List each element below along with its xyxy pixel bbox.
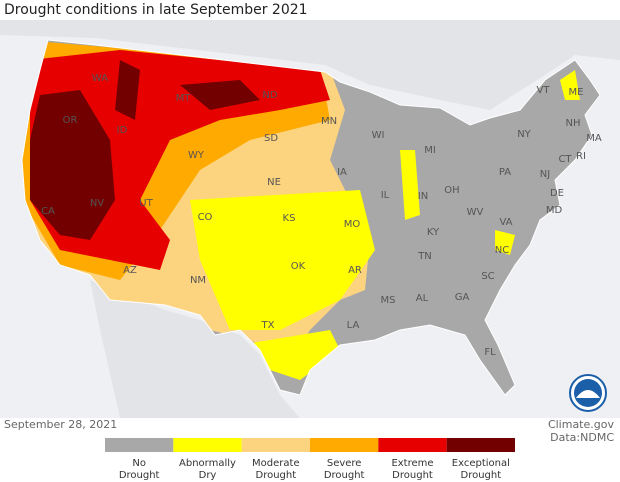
exceptional-area (30, 60, 260, 240)
legend-label: Severe (327, 458, 362, 469)
state-label: MT (176, 93, 192, 104)
legend-label: No (132, 458, 146, 469)
state-label: MA (586, 133, 602, 144)
legend-label: Drought (392, 470, 433, 481)
state-label: ME (569, 87, 584, 98)
state-label: AZ (123, 265, 137, 276)
state-label: MO (344, 219, 361, 230)
state-label: WY (188, 150, 205, 161)
state-label: NH (566, 118, 581, 129)
state-label: IN (418, 191, 428, 202)
state-label: UT (139, 198, 153, 209)
state-label: NM (190, 275, 206, 286)
legend-swatch (378, 438, 447, 452)
legend-label: Drought (256, 470, 297, 481)
legend-label: Drought (461, 470, 502, 481)
state-label: MI (424, 145, 436, 156)
state-label: MD (546, 205, 563, 216)
state-label: AL (416, 293, 429, 304)
credit: Climate.gov (548, 418, 615, 431)
date: September 28, 2021 (4, 418, 117, 431)
state-label: ND (262, 90, 277, 101)
state-label: NE (267, 177, 281, 188)
state-label: CT (558, 154, 572, 165)
noaa-logo (569, 374, 607, 412)
legend-label: Abnormally (179, 458, 236, 469)
state-label: MS (381, 295, 396, 306)
state-label: ID (117, 125, 128, 136)
legend-label: Extreme (391, 458, 433, 469)
state-label: KY (427, 227, 440, 238)
state-label: NC (495, 245, 509, 256)
dry-area (190, 190, 375, 330)
legend-swatch (310, 438, 379, 452)
state-label: IL (381, 190, 390, 201)
legend-label: Drought (119, 470, 160, 481)
state-label: WV (467, 207, 484, 218)
state-label: WI (372, 130, 385, 141)
state-label: TX (261, 320, 275, 331)
state-label: CA (41, 206, 55, 217)
state-label: VT (537, 85, 551, 96)
state-label: NY (517, 129, 531, 140)
state-label: WA (92, 73, 108, 84)
state-label: NV (90, 198, 104, 209)
state-label: IA (337, 167, 347, 178)
state-label: KS (283, 213, 296, 224)
state-label: GA (455, 292, 470, 303)
legend-swatch (173, 438, 242, 452)
state-label: CO (198, 212, 213, 223)
state-label: OK (291, 261, 306, 272)
state-label: NJ (540, 169, 550, 180)
credit: Data:NDMC (550, 431, 614, 444)
legend-label: Drought (324, 470, 365, 481)
state-label: SD (264, 133, 278, 144)
canada (0, 20, 620, 110)
legend-label: Moderate (252, 458, 300, 469)
state-label: SC (481, 271, 494, 282)
state-label: DE (550, 188, 564, 199)
title: Drought conditions in late September 202… (4, 2, 308, 18)
legend-swatch (446, 438, 515, 452)
state-labels: WA OR ID MT WY NV CA UT CO AZ NM ND SD NE KS OK TX MN IA MO… (41, 73, 602, 358)
state-label: OH (444, 185, 459, 196)
state-label: RI (576, 151, 586, 162)
legend-swatch (241, 438, 310, 452)
legend: NoDroughtAbnormallyDryModerateDroughtSev… (105, 438, 515, 481)
state-label: MN (321, 116, 337, 127)
state-label: OR (63, 115, 78, 126)
legend-label: Exceptional (452, 458, 510, 469)
legend-swatch (105, 438, 174, 452)
state-label: FL (484, 347, 496, 358)
mexico (90, 280, 300, 418)
state-label: TN (417, 251, 432, 262)
state-label: LA (347, 320, 360, 331)
state-label: PA (499, 167, 511, 178)
state-label: VA (499, 217, 512, 228)
us-outline (21, 39, 601, 396)
legend-label: Dry (199, 470, 217, 481)
state-label: AR (348, 265, 362, 276)
